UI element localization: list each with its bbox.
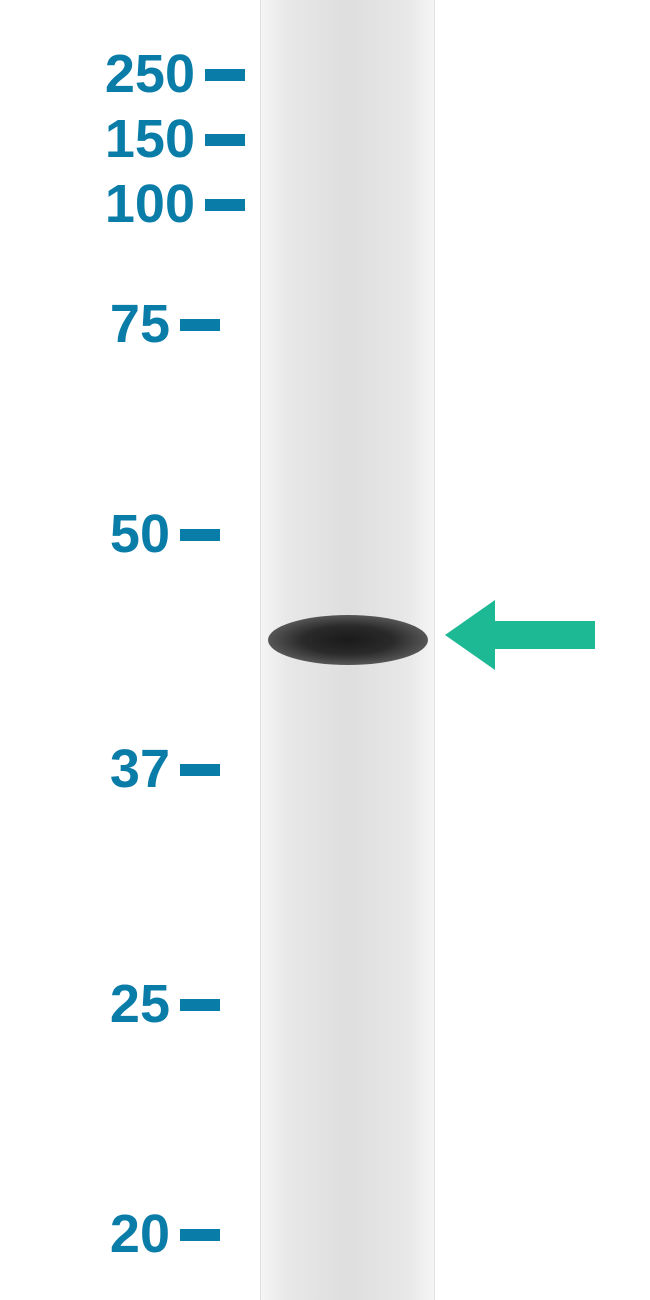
arrow-head-icon (445, 600, 495, 670)
marker-label-100: 100 (105, 173, 195, 235)
marker-label-75: 75 (110, 293, 170, 355)
protein-band (268, 615, 428, 665)
marker-tick-37 (180, 764, 220, 776)
marker-label-20: 20 (110, 1203, 170, 1265)
marker-label-37: 37 (110, 738, 170, 800)
marker-tick-25 (180, 999, 220, 1011)
arrow-shaft (495, 621, 595, 649)
marker-label-50: 50 (110, 503, 170, 565)
indicator-arrow (445, 600, 595, 670)
marker-tick-100 (205, 199, 245, 211)
marker-tick-250 (205, 69, 245, 81)
marker-tick-150 (205, 134, 245, 146)
marker-label-25: 25 (110, 973, 170, 1035)
marker-label-250: 250 (105, 43, 195, 105)
marker-tick-20 (180, 1229, 220, 1241)
marker-label-150: 150 (105, 108, 195, 170)
marker-tick-75 (180, 319, 220, 331)
western-blot-container: 250 150 100 75 50 37 25 20 (0, 0, 650, 1300)
marker-tick-50 (180, 529, 220, 541)
